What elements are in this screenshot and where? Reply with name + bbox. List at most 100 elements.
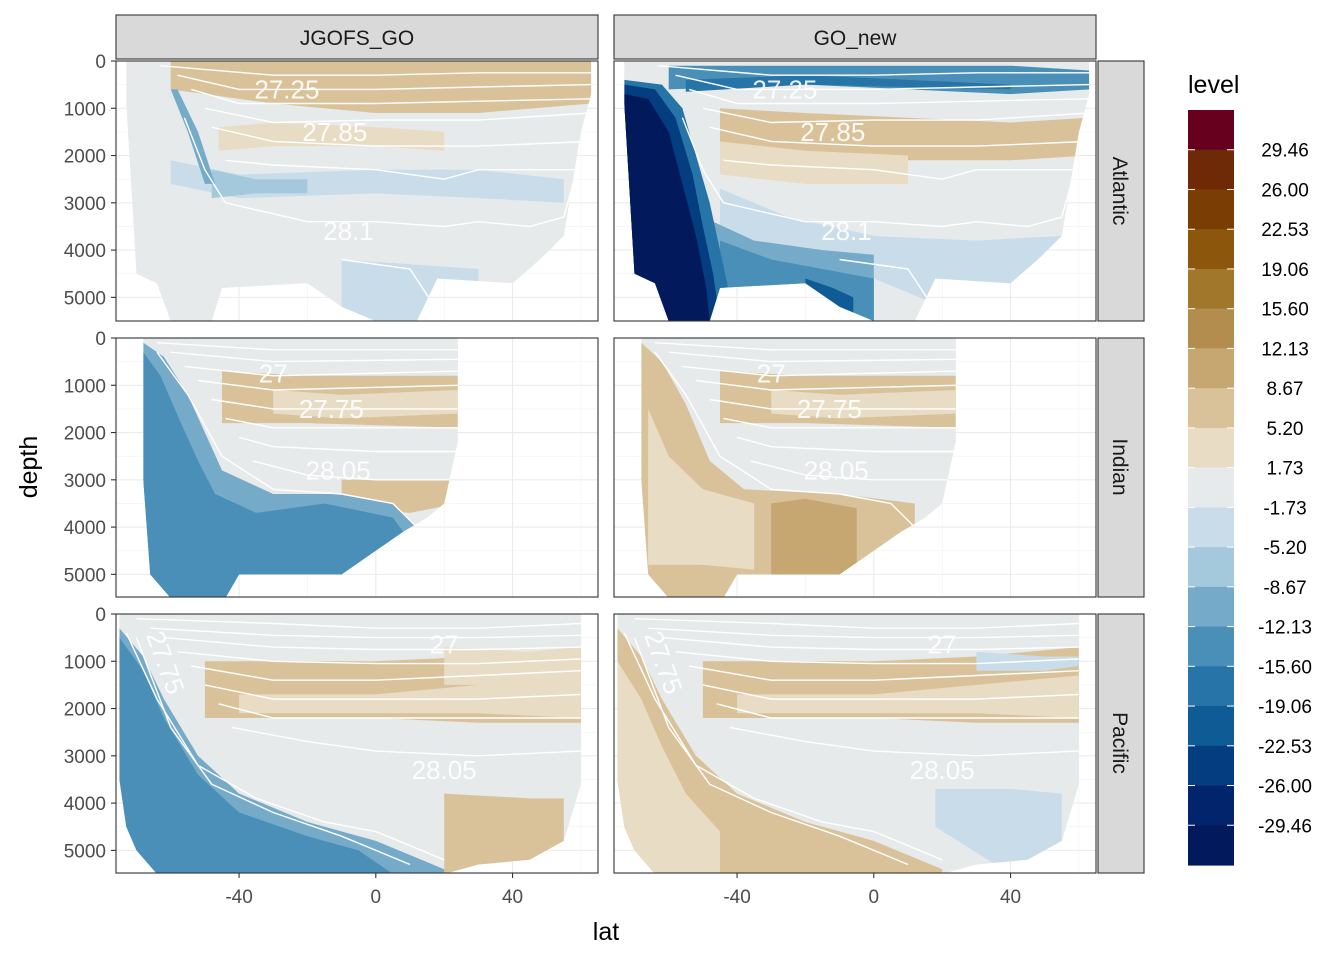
contour-band [444,647,581,685]
isopycnal-line [682,365,956,377]
contour-band [170,427,445,480]
isopycnal-lines [160,65,592,321]
y-tick-label: 5000 [64,841,106,862]
contour-label: 27 [928,630,957,660]
isopycnal-line [191,665,581,681]
legend-label: -5.20 [1263,538,1306,559]
isopycnal-line [211,126,592,147]
x-tick-label: 0 [869,887,880,908]
contour-label: 27.85 [800,117,865,147]
legend-swatch [1188,427,1234,469]
isopycnal-line [736,436,956,453]
x-axis-title: lat [593,918,619,946]
y-tick-label: 1000 [64,652,106,673]
panel-border [115,613,599,874]
y-tick-label: 2000 [64,700,106,721]
contour-band [661,338,956,372]
isopycnal-line [675,651,1079,665]
isopycnal-line [184,365,458,377]
contour-label: 27 [259,358,288,388]
legend-swatch [1188,547,1234,588]
x-axes: -40 0 40 -40 0 40 [225,873,1021,908]
isopycnal-line [623,632,943,861]
isopycnal-line [191,88,592,105]
contour-label: 27.25 [752,74,817,104]
legend-label: 19.06 [1261,260,1309,281]
contour-bands [143,338,458,597]
isopycnal-line [136,618,581,629]
contour-band [617,661,720,873]
row-strip-label: Indian [1108,438,1131,495]
contour-label: 27.85 [302,117,367,147]
panel-border [613,337,1097,598]
isopycnal-line [204,107,592,124]
isopycnal-line [695,379,956,391]
contour-band [444,793,564,873]
legend-label: 29.46 [1261,141,1309,162]
legend-swatch [1188,586,1234,628]
isopycnal-lines [658,65,1090,321]
isopycnal-line [702,684,1079,700]
column-strip-label: GO_new [814,27,898,50]
isopycnal-line [160,65,592,76]
panel-jgofs_go-atlantic: 27.25 27.85 28.1 [115,60,599,322]
y-tick-label: 4000 [64,794,106,815]
legend-swatch [1188,626,1234,667]
contour-band [170,61,592,113]
legend-swatch [1188,308,1234,350]
y-tick-label: 3000 [64,471,106,492]
isopycnal-line [252,460,458,481]
x-tick-label: 40 [502,887,523,908]
y-tick-label: 5000 [64,565,106,586]
panel-border [115,337,599,598]
contour-bands [641,338,956,597]
isopycnal-line [225,159,592,180]
isopycnal-line [648,627,1079,639]
contour-band [771,390,956,419]
panel-go_new-atlantic: 27.25 27.85 28.1 [613,60,1097,322]
isopycnal-line [654,342,956,351]
panel-border [613,613,1097,874]
y-axis-title: depth [15,436,43,499]
isopycnal-line [156,342,458,351]
y-tick-label: 3000 [64,747,106,768]
y-tick-label: 4000 [64,241,106,262]
legend-swatch [1188,785,1234,826]
column-strip-label: JGOFS_GO [300,27,414,50]
y-tick-label: 3000 [64,194,106,215]
isopycnal-line [225,417,458,429]
contour-band [273,390,458,419]
isopycnal-line [654,351,916,528]
contour-label: 28.1 [821,216,872,246]
legend-swatch [1188,149,1234,191]
legend: level 29.46 26.00 22.53 19.06 15.60 12.13 8.67… [1188,71,1312,866]
isopycnal-line [658,65,1090,76]
panel-contours: 27.25 27.85 28.1 [624,61,1090,321]
contour-band [685,75,1011,92]
legend-label: 1.73 [1267,459,1304,480]
contour-label: 27.75 [797,394,862,424]
panels: 27.2527.8528.127.2527.8528.12727.7528.05… [115,60,1097,875]
legend-swatch [1188,507,1234,548]
legend-label: -22.53 [1258,737,1312,758]
isopycnal-lines [623,618,1079,866]
y-tick-label: 5000 [64,288,106,309]
isopycnal-line [211,398,458,410]
isopycnal-line [702,107,1090,124]
legend-swatch [1188,268,1234,310]
row-strip-indian: Indian [1097,337,1145,598]
isopycnal-line [156,351,418,528]
isopycnal-line [150,627,581,639]
legend-label: -26.00 [1258,777,1312,798]
isopycnal-line [709,398,956,410]
isopycnal-line [197,379,458,391]
contour-band [170,89,216,184]
panel-jgofs_go-indian: 27 27.75 28.05 [115,337,599,599]
isopycnal-line [634,618,1079,629]
legend-swatch [1188,348,1234,389]
